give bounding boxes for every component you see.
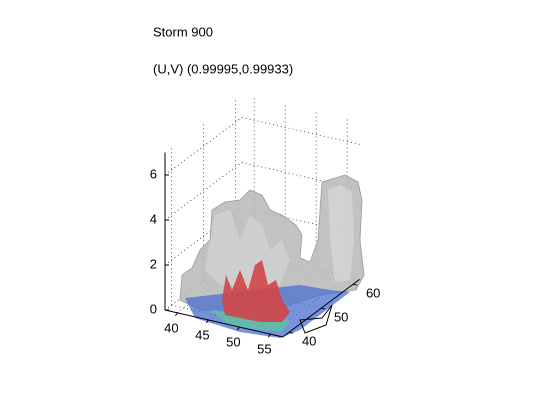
- axes: 40 45 50 55 40 50 60 0 2 4 6: [150, 152, 380, 357]
- y-tick-label: 60: [366, 286, 380, 301]
- chart-subtitle: (U,V) (0.99995,0.99933): [153, 61, 293, 76]
- x-tick: [174, 312, 178, 317]
- y-tick-label: 50: [334, 310, 348, 325]
- y-tick: [289, 331, 294, 334]
- x-tick: [205, 319, 209, 324]
- x-tick-label: 40: [164, 320, 178, 335]
- z-tick-label: 4: [150, 211, 157, 226]
- gray-highlight: [328, 185, 354, 282]
- z-tick-label: 0: [150, 301, 157, 316]
- chart-title: Storm 900: [153, 24, 213, 39]
- x-tick: [267, 333, 271, 338]
- red-surface: [222, 260, 290, 322]
- y-tick: [353, 283, 358, 286]
- x-tick-label: 50: [226, 334, 240, 349]
- z-tick-label: 6: [150, 166, 157, 181]
- x-axis: [164, 309, 283, 338]
- x-tick: [236, 326, 240, 331]
- y-tick-label: 40: [302, 334, 316, 349]
- isosurface: [179, 174, 365, 338]
- z-tick-label: 2: [150, 256, 157, 271]
- x-tick-label: 55: [257, 342, 271, 357]
- grid-line: [164, 117, 243, 176]
- y-tick: [321, 307, 326, 310]
- outline: [299, 304, 333, 334]
- grid-line: [164, 162, 243, 221]
- gray-highlight: [205, 210, 290, 290]
- x-tick-label: 45: [195, 327, 209, 342]
- grid-line: [241, 117, 360, 145]
